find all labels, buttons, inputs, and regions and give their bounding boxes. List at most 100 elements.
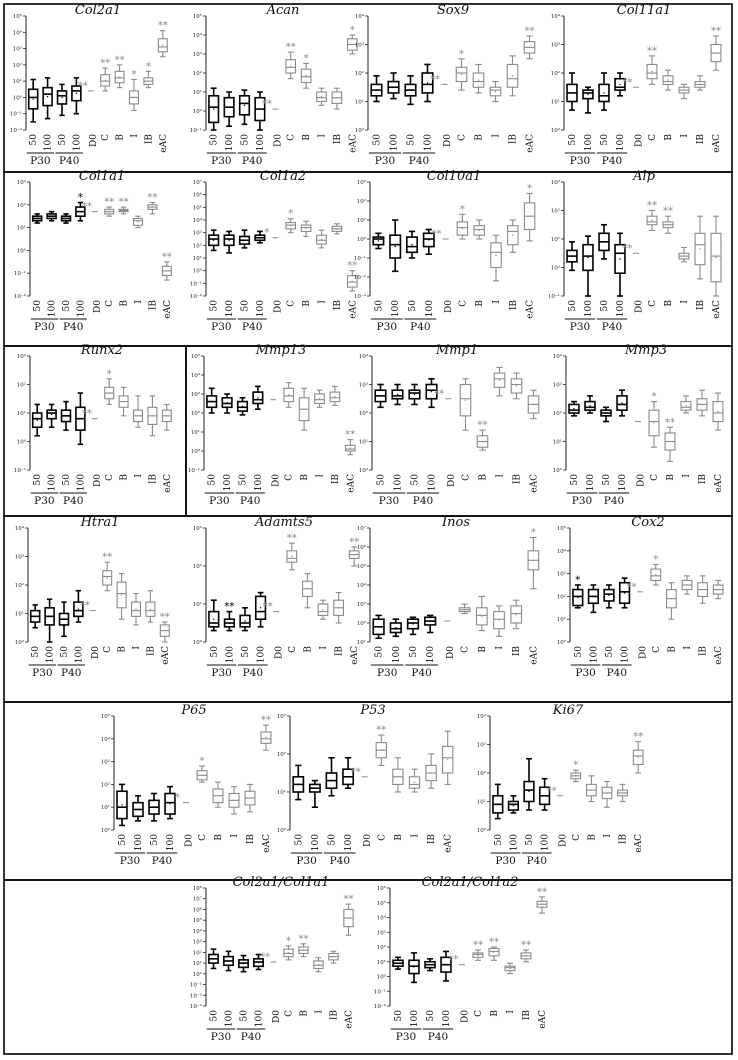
x-tick-label: 50 — [394, 1010, 404, 1022]
box-mean-dot — [409, 89, 412, 91]
x-tick-label: D0 — [274, 134, 284, 147]
y-tick-label: 10⁻¹ — [190, 982, 202, 989]
box-c — [283, 945, 294, 961]
x-tick-label: IB — [148, 474, 158, 485]
box-100 — [582, 235, 594, 297]
box-mean-dot — [118, 76, 121, 78]
box-eac — [523, 192, 536, 242]
box-mean-dot — [149, 608, 152, 610]
box-mean-dot — [265, 736, 267, 739]
box-eac — [536, 896, 548, 914]
box-i — [128, 78, 140, 112]
panel-p53: P53 10⁰ 10¹ 10² 10³ ** ** 50 100 50 100 D0 C B I IB eAC P… — [277, 703, 454, 867]
box-b — [114, 64, 125, 89]
box-mean-dot — [122, 209, 125, 212]
box-mean-dot — [571, 92, 573, 94]
x-tick-label: 50 — [568, 300, 578, 312]
x-tick-label: C — [287, 134, 297, 141]
box-c — [570, 769, 582, 783]
box-mean-dot — [699, 248, 701, 250]
x-tick-label: D0 — [272, 474, 282, 487]
panel-title: P53 — [359, 703, 385, 718]
box-mean-dot — [164, 629, 166, 632]
box-eac — [527, 389, 540, 420]
box-c — [196, 765, 208, 783]
x-tick-label: 50 — [239, 474, 249, 486]
x-tick-label: I — [680, 300, 690, 304]
box-mean-dot — [413, 393, 416, 396]
panel-col2a1-col1a1: Col2a1/Col1a1 10⁻³ 10⁻² 10⁻¹ 10⁰ 10¹ 10² 10³ 10⁴… — [190, 875, 355, 1043]
box-50 — [56, 83, 68, 117]
box-mean-dot — [162, 44, 164, 47]
group-label: P40 — [607, 667, 627, 679]
panel-title: P65 — [180, 703, 206, 718]
y-tick-label: 10² — [101, 781, 110, 788]
group-label: P30 — [34, 321, 54, 333]
group-label: P30 — [30, 155, 50, 167]
x-tick-label: D0 — [93, 474, 103, 487]
box-mean-dot — [461, 227, 464, 230]
x-tick-label: C — [650, 474, 660, 481]
y-tick-label: 10⁰ — [357, 236, 367, 243]
box-mean-dot — [669, 440, 671, 443]
box-100 — [73, 589, 84, 623]
box-mean-dot — [288, 394, 290, 396]
box-mean-dot — [589, 405, 591, 407]
box-mean-dot — [347, 917, 350, 919]
box-ib — [333, 592, 344, 624]
y-tick-label: 10¹ — [193, 601, 202, 608]
box-c — [104, 378, 115, 406]
box-mean-dot — [651, 219, 653, 222]
box-i — [493, 366, 506, 397]
box-mean-dot — [122, 400, 125, 403]
x-tick-label: eAC — [163, 474, 173, 493]
x-tick-label: eAC — [350, 646, 360, 665]
box-100 — [46, 210, 57, 222]
box-mean-dot — [608, 594, 610, 596]
y-tick-label: 10⁴ — [191, 372, 201, 379]
box-mean-dot — [396, 393, 399, 396]
box-mean-dot — [137, 221, 139, 223]
box-i — [316, 87, 327, 106]
box-100 — [618, 577, 631, 609]
box-mean-dot — [575, 775, 577, 777]
box-b — [488, 946, 500, 961]
box-mean-dot — [683, 255, 685, 257]
box-ib — [697, 575, 708, 604]
box-i — [313, 957, 324, 973]
y-tick-label: 10² — [355, 70, 364, 77]
x-tick-label: I — [319, 646, 329, 650]
y-tick-label: 10³ — [477, 742, 486, 749]
y-tick-label: 10² — [13, 62, 22, 69]
x-tick-label: C — [474, 1010, 484, 1017]
significance-marker: ** — [104, 197, 114, 208]
box-100 — [132, 794, 144, 822]
significance-marker: * — [527, 183, 532, 194]
x-tick-label: I — [134, 300, 144, 304]
box-ib — [143, 70, 154, 89]
y-tick-label: 10³ — [15, 554, 24, 561]
y-tick-label: 10⁻¹ — [190, 127, 202, 134]
x-tick-label: IB — [696, 300, 706, 311]
y-tick-label: 10⁻² — [14, 293, 26, 300]
x-tick-label: C — [101, 134, 111, 141]
box-i — [493, 605, 505, 637]
box-mean-dot — [243, 239, 246, 241]
box-mean-dot — [397, 776, 399, 778]
x-tick-label: IB — [146, 646, 156, 657]
significance-marker: ** — [537, 887, 547, 898]
section-frame — [3, 879, 733, 1055]
box-50 — [370, 75, 383, 103]
group-label: P30 — [211, 1031, 231, 1043]
x-tick-label: 50 — [62, 300, 72, 312]
significance-marker: ** — [633, 732, 643, 743]
x-tick-label: 50 — [33, 474, 43, 486]
x-tick-label: eAC — [345, 1010, 355, 1029]
y-tick-label: 10² — [191, 410, 200, 417]
box-mean-dot — [715, 256, 717, 259]
y-tick-label: 10¹ — [553, 439, 562, 446]
significance-marker: ** — [287, 533, 297, 544]
x-tick-label: 100 — [74, 646, 84, 663]
box-eac — [157, 30, 168, 58]
